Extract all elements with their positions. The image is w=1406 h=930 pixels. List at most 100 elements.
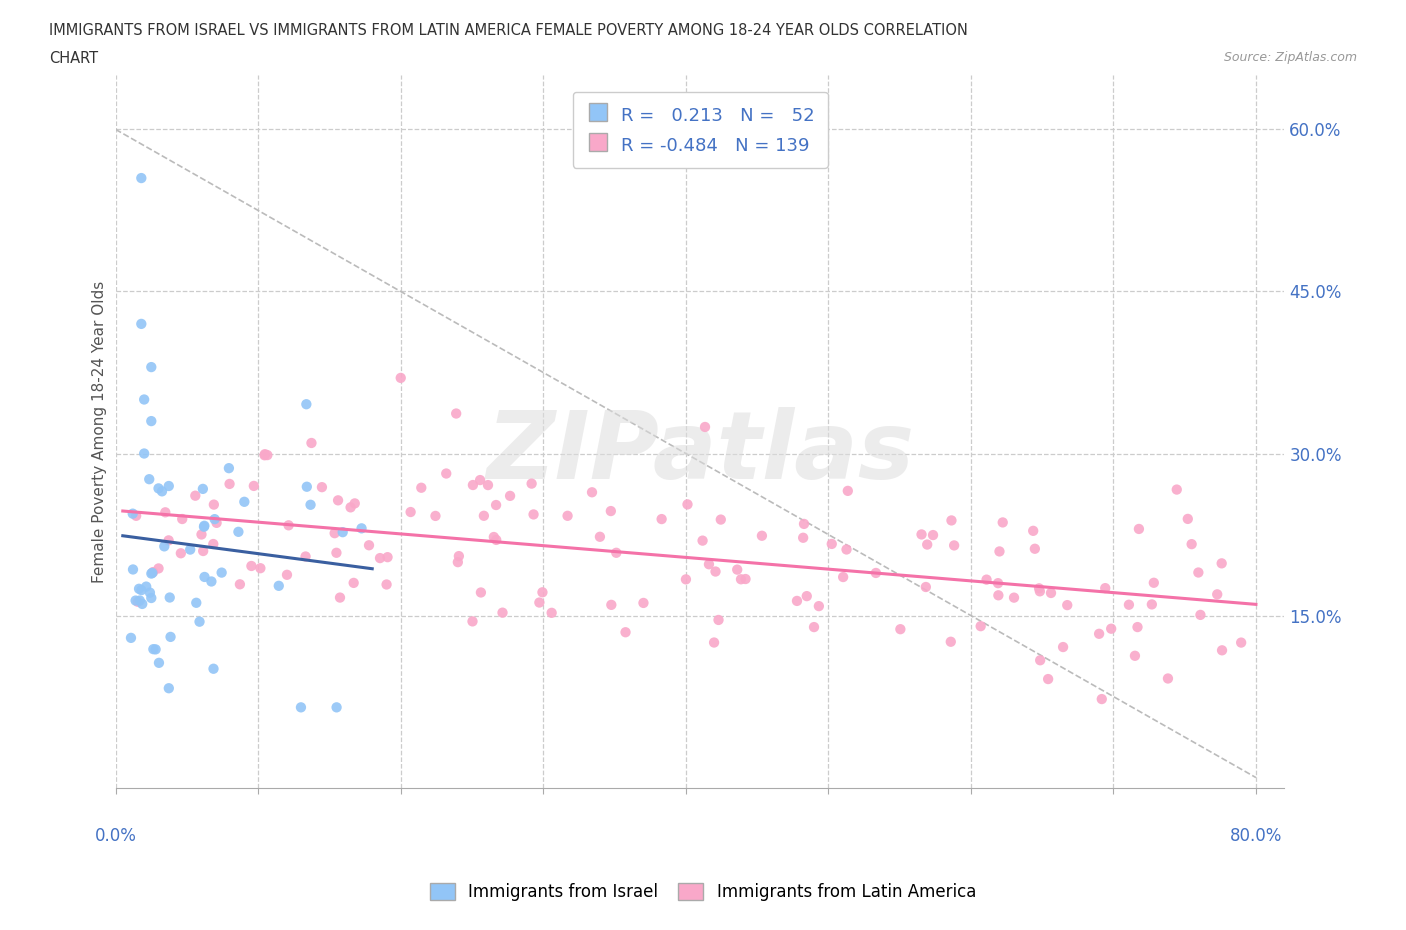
Point: [141, 566, 163, 581]
Point: [148, 656, 170, 671]
Point: [253, 448, 276, 463]
Point: [256, 447, 278, 462]
Legend: Immigrants from Israel, Immigrants from Latin America: Immigrants from Israel, Immigrants from …: [423, 876, 983, 908]
Point: [218, 476, 240, 491]
Point: [179, 542, 201, 557]
Point: [155, 505, 177, 520]
Point: [796, 589, 818, 604]
Text: ZIPatlas: ZIPatlas: [486, 407, 914, 499]
Point: [703, 635, 725, 650]
Point: [987, 588, 1010, 603]
Point: [1022, 524, 1045, 538]
Point: [186, 595, 208, 610]
Point: [157, 533, 180, 548]
Point: [1206, 587, 1229, 602]
Point: [461, 478, 484, 493]
Point: [191, 482, 214, 497]
Point: [599, 504, 621, 519]
Point: [1088, 627, 1111, 642]
Point: [1187, 565, 1209, 580]
Point: [301, 435, 323, 450]
Point: [889, 622, 911, 637]
Point: [600, 597, 623, 612]
Point: [470, 585, 492, 600]
Point: [211, 565, 233, 580]
Point: [1029, 584, 1052, 599]
Point: [350, 521, 373, 536]
Point: [233, 495, 256, 510]
Point: [148, 481, 170, 496]
Point: [725, 562, 748, 577]
Point: [1036, 671, 1059, 686]
Point: [807, 599, 830, 614]
Point: [357, 538, 380, 552]
Point: [159, 590, 181, 604]
Point: [128, 593, 150, 608]
Point: [581, 485, 603, 499]
Point: [1181, 537, 1204, 551]
Point: [991, 515, 1014, 530]
Point: [240, 559, 263, 574]
Point: [1211, 643, 1233, 658]
Point: [329, 591, 352, 605]
Point: [1128, 522, 1150, 537]
Point: [170, 546, 193, 561]
Point: [202, 537, 225, 551]
Point: [343, 496, 366, 511]
Point: [141, 591, 163, 605]
Point: [943, 538, 966, 552]
Point: [131, 583, 153, 598]
Text: Source: ZipAtlas.com: Source: ZipAtlas.com: [1223, 51, 1357, 64]
Point: [141, 565, 163, 580]
Point: [1126, 619, 1149, 634]
Y-axis label: Female Poverty Among 18-24 Year Olds: Female Poverty Among 18-24 Year Olds: [93, 281, 107, 583]
Point: [734, 572, 756, 587]
Point: [249, 561, 271, 576]
Point: [1091, 692, 1114, 707]
Point: [399, 505, 422, 520]
Point: [520, 476, 543, 491]
Point: [730, 572, 752, 587]
Point: [193, 518, 215, 533]
Point: [134, 392, 156, 407]
Point: [325, 700, 347, 715]
Point: [651, 512, 673, 526]
Point: [202, 661, 225, 676]
Point: [988, 544, 1011, 559]
Point: [910, 527, 932, 542]
Point: [184, 488, 207, 503]
Point: [326, 493, 349, 508]
Point: [1123, 648, 1146, 663]
Point: [193, 519, 215, 534]
Point: [332, 525, 354, 539]
Point: [1140, 597, 1163, 612]
Point: [605, 545, 627, 560]
Point: [294, 549, 316, 564]
Point: [141, 360, 163, 375]
Point: [557, 509, 579, 524]
Point: [127, 594, 149, 609]
Point: [1056, 598, 1078, 613]
Point: [253, 446, 276, 461]
Point: [835, 542, 858, 557]
Point: [793, 516, 815, 531]
Point: [832, 569, 855, 584]
Point: [159, 630, 181, 644]
Point: [941, 513, 963, 528]
Point: [131, 596, 153, 611]
Point: [837, 484, 859, 498]
Point: [389, 370, 412, 385]
Point: [120, 631, 142, 645]
Point: [172, 512, 194, 526]
Point: [922, 527, 945, 542]
Point: [188, 614, 211, 629]
Point: [128, 581, 150, 596]
Text: CHART: CHART: [49, 51, 98, 66]
Point: [792, 530, 814, 545]
Point: [633, 595, 655, 610]
Point: [1029, 653, 1052, 668]
Point: [295, 397, 318, 412]
Point: [969, 618, 991, 633]
Point: [1099, 621, 1122, 636]
Point: [193, 569, 215, 584]
